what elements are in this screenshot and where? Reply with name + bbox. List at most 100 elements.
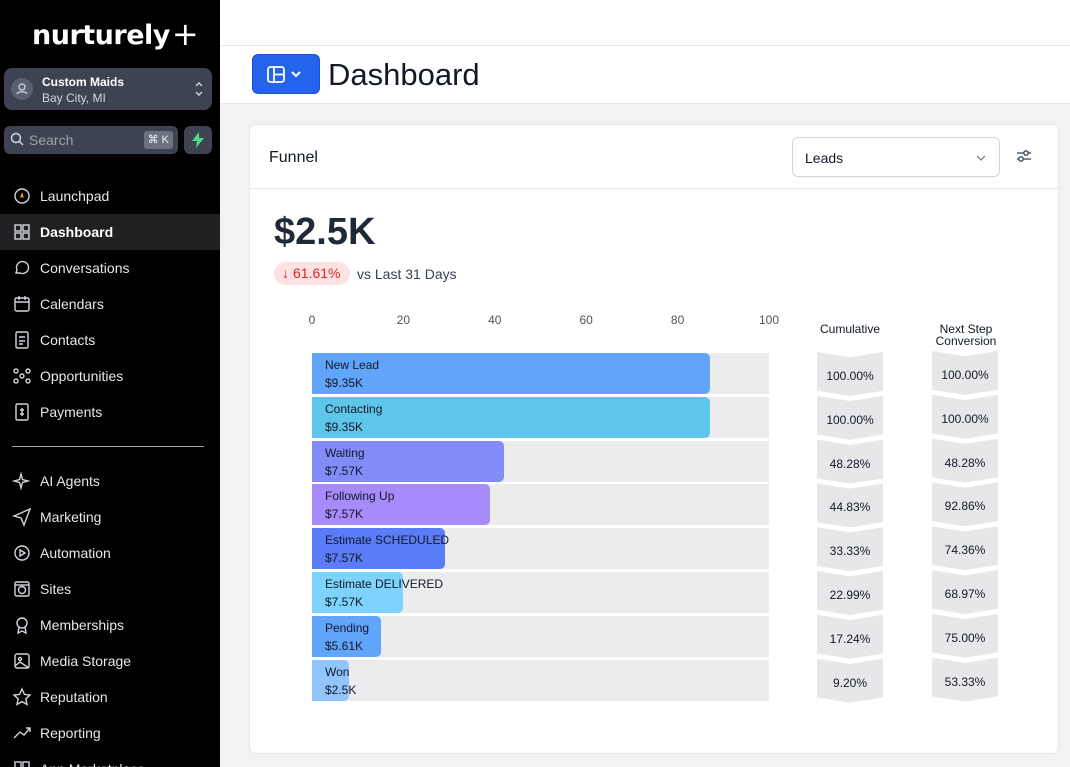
funnel-stage-label: Contacting <box>325 401 383 416</box>
funnel-row: Contacting $9.35K <box>312 396 769 438</box>
search-placeholder: Search <box>29 132 74 148</box>
sidebar-item-sites[interactable]: Sites <box>0 571 220 607</box>
funnel-bar[interactable] <box>312 572 403 613</box>
cumulative-cell: 100.00% <box>817 395 883 440</box>
send-icon <box>11 507 32 527</box>
sidebar-item-ai-agents[interactable]: AI Agents <box>0 463 220 499</box>
sidebar-item-app-marketplace[interactable]: App Marketplace <box>0 751 220 767</box>
quick-action-button[interactable] <box>184 126 212 154</box>
cumulative-value: 48.28% <box>829 456 871 471</box>
rocket-icon <box>12 186 32 206</box>
contacts-icon <box>12 330 32 350</box>
funnel-row: Following Up $7.57K <box>312 484 769 526</box>
search-shortcut: ⌘ K <box>143 131 173 149</box>
funnel-bar[interactable] <box>312 484 490 526</box>
top-bar <box>220 0 1070 46</box>
funnel-bar[interactable] <box>312 659 349 701</box>
sidebar-item-label: Conversations <box>40 260 130 276</box>
next-step-value: 100.00% <box>941 411 989 426</box>
sidebar-item-label: Opportunities <box>40 368 124 384</box>
widget-header: Funnel Leads <box>250 125 1058 189</box>
sidebar-item-label: App Marketplace <box>40 761 145 767</box>
location-name: Custom Maids <box>42 75 125 89</box>
dashboard-layout-button[interactable] <box>252 54 320 94</box>
sidebar-item-marketing[interactable]: Marketing <box>0 499 220 535</box>
next-step-value: 68.97% <box>944 587 986 601</box>
funnel-stage-label: Following Up <box>325 489 395 504</box>
sidebar-item-calendars[interactable]: Calendars <box>0 286 220 322</box>
sidebar-item-media-storage[interactable]: Media Storage <box>0 643 220 679</box>
funnel-bar[interactable] <box>312 528 445 570</box>
funnel-widget: Funnel Leads $2.5K ↓ 61.61% vs Last 31 Da… <box>249 124 1059 754</box>
funnel-row: Estimate DELIVERED $7.57K <box>312 572 769 613</box>
funnel-bar[interactable] <box>312 353 710 394</box>
funnel-stage-amount: $7.57K <box>325 551 364 566</box>
funnel-row: New Lead $9.35K <box>312 353 769 394</box>
sidebar-item-reputation[interactable]: Reputation <box>0 679 220 715</box>
cumulative-cell: 100.00% <box>817 352 883 396</box>
sidebar-item-payments[interactable]: Payments <box>0 394 220 430</box>
delta-comparison-label: vs Last 31 Days <box>357 266 457 282</box>
location-switcher[interactable]: Custom Maids Bay City, MI <box>4 68 212 110</box>
funnel-bar[interactable] <box>312 440 504 482</box>
sidebar-item-opportunities[interactable]: Opportunities <box>0 358 220 394</box>
sidebar-item-dashboard[interactable]: Dashboard <box>0 214 220 250</box>
sidebar-item-launchpad[interactable]: Launchpad <box>0 178 220 214</box>
funnel-total-value: $2.5K <box>274 211 376 253</box>
next-step-value: 75.00% <box>944 630 986 645</box>
cumulative-cell: 33.33% <box>817 527 883 572</box>
next-step-cell: 48.28% <box>932 438 998 483</box>
next-step-cell: 68.97% <box>932 570 998 614</box>
cumulative-cell: 9.20% <box>817 658 883 703</box>
sidebar-item-conversations[interactable]: Conversations <box>0 250 220 286</box>
funnel-stage-amount: $7.57K <box>325 595 364 609</box>
x-axis-tick-label: 0 <box>308 313 316 327</box>
sidebar: nurturely+ Custom Maids Bay City, MI Sea… <box>0 0 220 767</box>
next-step-header-line1: Next Step <box>939 322 993 336</box>
next-step-value: 53.33% <box>944 674 986 689</box>
funnel-stage-label: Won <box>325 664 350 679</box>
sidebar-item-label: AI Agents <box>40 473 100 489</box>
cumulative-cell: 48.28% <box>817 439 883 484</box>
location-city: Bay City, MI <box>42 91 106 105</box>
sidebar-item-automation[interactable]: Automation <box>0 535 220 571</box>
cumulative-value: 22.99% <box>829 588 871 602</box>
funnel-stage-label: Estimate DELIVERED <box>325 577 444 591</box>
next-step-cell: 100.00% <box>932 394 998 439</box>
pipeline-select-value: Leads <box>805 150 844 166</box>
sparkle-icon <box>11 471 32 491</box>
sidebar-item-memberships[interactable]: Memberships <box>0 607 220 643</box>
sidebar-item-label: Automation <box>40 545 111 561</box>
network-icon <box>12 366 32 386</box>
search-box[interactable]: Search ⌘ K <box>4 126 178 154</box>
sidebar-item-reporting[interactable]: Reporting <box>0 715 220 751</box>
sidebar-item-label: Dashboard <box>40 224 114 240</box>
cumulative-value: 100.00% <box>826 369 874 383</box>
sidebar-item-label: Reputation <box>40 689 108 705</box>
next-step-value: 92.86% <box>944 499 986 514</box>
sidebar-item-label: Payments <box>40 404 103 420</box>
badge-icon <box>12 615 32 635</box>
x-axis-tick-label: 100 <box>758 313 780 327</box>
funnel-bar[interactable] <box>312 615 381 657</box>
search-icon <box>10 132 24 146</box>
brand-logo[interactable]: nurturely+ <box>32 14 199 53</box>
funnel-bar[interactable] <box>312 396 710 438</box>
funnel-stage-amount: $9.35K <box>325 419 364 434</box>
pipeline-select[interactable]: Leads <box>792 137 1000 177</box>
delta-badge: ↓ 61.61% <box>274 262 351 285</box>
cumulative-value: 100.00% <box>826 412 874 427</box>
widget-title: Funnel <box>269 149 318 166</box>
funnel-row: Estimate SCHEDULED $7.57K <box>312 528 769 570</box>
cumulative-header: Cumulative <box>819 322 881 336</box>
sidebar-item-contacts[interactable]: Contacts <box>0 322 220 358</box>
next-step-header: Next Step Conversion <box>926 323 1006 347</box>
cumulative-cell: 22.99% <box>817 571 883 615</box>
filter-settings-icon[interactable] <box>1016 149 1032 163</box>
x-axis-tick-label: 80 <box>670 313 685 327</box>
invoice-icon <box>12 402 32 422</box>
location-avatar <box>11 78 33 100</box>
grid-icon <box>12 222 32 242</box>
cumulative-value: 44.83% <box>829 500 871 515</box>
brand-plus: + <box>171 15 199 53</box>
